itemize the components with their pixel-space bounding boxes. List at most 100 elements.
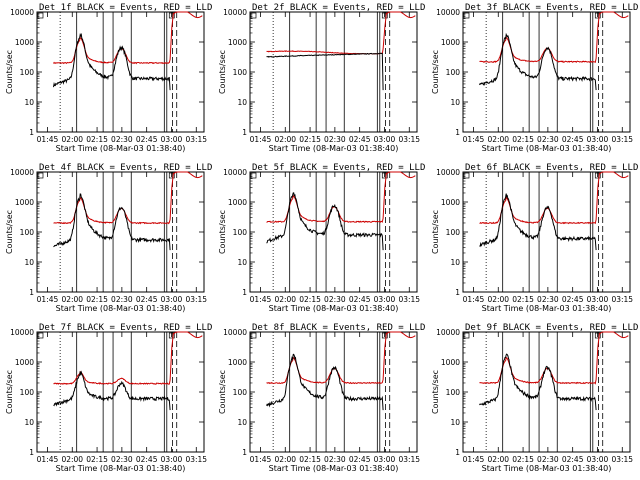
y-tick-label: 10000 <box>10 8 34 17</box>
x-tick-label: 02:15 <box>512 455 534 464</box>
y-axis-label: Counts/sec <box>431 50 440 94</box>
x-tick-label: 03:15 <box>611 455 633 464</box>
x-tick-label: 02:30 <box>324 295 346 304</box>
series-lld <box>53 11 203 65</box>
x-tick-label: 02:15 <box>86 455 108 464</box>
corner-box <box>37 332 44 339</box>
y-axis-label: Counts/sec <box>431 210 440 254</box>
y-tick-label: 100 <box>233 68 248 77</box>
y-tick-label: 1 <box>455 288 460 297</box>
series-lld <box>479 171 629 225</box>
x-tick-label: 03:00 <box>161 135 183 144</box>
x-tick-label: 01:45 <box>37 455 59 464</box>
x-tick-label: 03:15 <box>398 455 420 464</box>
y-tick-label: 1000 <box>441 198 460 207</box>
x-tick-label: 02:00 <box>487 295 509 304</box>
x-tick-label: 02:30 <box>324 455 346 464</box>
panel-title: Det 8f BLACK = Events, RED = LLD <box>252 323 425 333</box>
x-tick-label: 03:00 <box>587 295 609 304</box>
corner-box <box>168 332 175 339</box>
y-tick-label: 10000 <box>436 328 460 337</box>
x-tick-label: 02:45 <box>562 135 584 144</box>
series-events <box>479 32 597 91</box>
y-tick-label: 10000 <box>223 328 247 337</box>
plot-frame <box>462 171 631 293</box>
x-tick-label: 01:45 <box>250 135 272 144</box>
y-tick-label: 100 <box>233 228 248 237</box>
panel-det-8f: Det 8f BLACK = Events, RED = LLD 1 10 100 10… <box>218 323 425 473</box>
panel-det-2f: Det 2f BLACK = Events, RED = LLD 1 10 100 10… <box>218 3 425 153</box>
panel-det-4f: Det 4f BLACK = Events, RED = LLD 1 10 100 10… <box>5 163 212 313</box>
y-tick-label: 10000 <box>223 8 247 17</box>
x-axis-label: Start Time (08-Mar-03 01:38:40) <box>482 304 612 313</box>
x-tick-label: 03:00 <box>374 455 396 464</box>
panel-title: Det 4f BLACK = Events, RED = LLD <box>39 163 212 173</box>
y-tick-label: 100 <box>446 68 461 77</box>
y-tick-label: 1000 <box>15 358 34 367</box>
corner-box <box>381 12 388 19</box>
corner-box <box>463 12 470 19</box>
y-tick-label: 10 <box>24 418 34 427</box>
x-axis-label: Start Time (08-Mar-03 01:38:40) <box>482 464 612 473</box>
panel-title: Det 2f BLACK = Events, RED = LLD <box>252 3 425 13</box>
panel-det-6f: Det 6f BLACK = Events, RED = LLD 1 10 100 10… <box>431 163 638 313</box>
x-tick-label: 03:15 <box>185 135 207 144</box>
corner-box <box>463 172 470 179</box>
series-events <box>53 193 171 251</box>
y-tick-label: 1000 <box>15 38 34 47</box>
panel-det-1f: Det 1f BLACK = Events, RED = LLD 1 10 100 10… <box>5 3 212 153</box>
corner-box <box>594 12 601 19</box>
y-tick-label: 100 <box>20 388 35 397</box>
x-tick-label: 02:00 <box>487 455 509 464</box>
series-events <box>53 370 171 411</box>
series-lld <box>266 171 416 223</box>
x-axis-label: Start Time (08-Mar-03 01:38:40) <box>56 304 186 313</box>
corner-box <box>37 172 44 179</box>
y-tick-label: 10000 <box>436 168 460 177</box>
x-tick-label: 01:45 <box>250 455 272 464</box>
plot-frame <box>462 331 631 453</box>
x-tick-label: 02:30 <box>111 295 133 304</box>
y-tick-label: 10 <box>24 98 34 107</box>
x-tick-label: 02:15 <box>86 295 108 304</box>
y-tick-label: 10 <box>24 258 34 267</box>
x-tick-label: 02:30 <box>537 455 559 464</box>
x-tick-label: 01:45 <box>37 295 59 304</box>
x-tick-label: 02:15 <box>299 295 321 304</box>
y-tick-label: 1 <box>455 128 460 137</box>
series-events <box>266 353 384 411</box>
panel-title: Det 3f BLACK = Events, RED = LLD <box>465 3 638 13</box>
x-tick-label: 02:00 <box>274 295 296 304</box>
y-axis-label: Counts/sec <box>218 210 227 254</box>
y-tick-label: 1000 <box>228 198 247 207</box>
y-tick-label: 1 <box>242 448 247 457</box>
x-tick-label: 02:00 <box>61 135 83 144</box>
y-axis-label: Counts/sec <box>218 50 227 94</box>
series-events <box>479 353 597 411</box>
x-tick-label: 03:15 <box>611 295 633 304</box>
y-tick-label: 1000 <box>441 38 460 47</box>
x-tick-label: 03:00 <box>587 135 609 144</box>
y-tick-label: 10 <box>450 98 460 107</box>
y-tick-label: 1 <box>242 288 247 297</box>
x-tick-label: 02:15 <box>299 135 321 144</box>
y-axis-label: Counts/sec <box>218 370 227 414</box>
x-tick-label: 02:00 <box>61 455 83 464</box>
series-events <box>479 193 597 251</box>
y-tick-label: 100 <box>20 68 35 77</box>
x-tick-label: 02:45 <box>136 455 158 464</box>
plot-frame <box>36 171 205 293</box>
x-tick-label: 02:45 <box>349 135 371 144</box>
series-events <box>53 32 171 91</box>
y-tick-label: 1000 <box>15 198 34 207</box>
plot-frame <box>462 11 631 133</box>
x-tick-label: 01:45 <box>463 135 485 144</box>
x-tick-label: 03:00 <box>374 295 396 304</box>
plot-frame <box>36 11 205 133</box>
y-tick-label: 100 <box>233 388 248 397</box>
x-tick-label: 03:00 <box>161 455 183 464</box>
x-tick-label: 02:45 <box>349 295 371 304</box>
corner-box <box>463 332 470 339</box>
x-tick-label: 02:15 <box>86 135 108 144</box>
